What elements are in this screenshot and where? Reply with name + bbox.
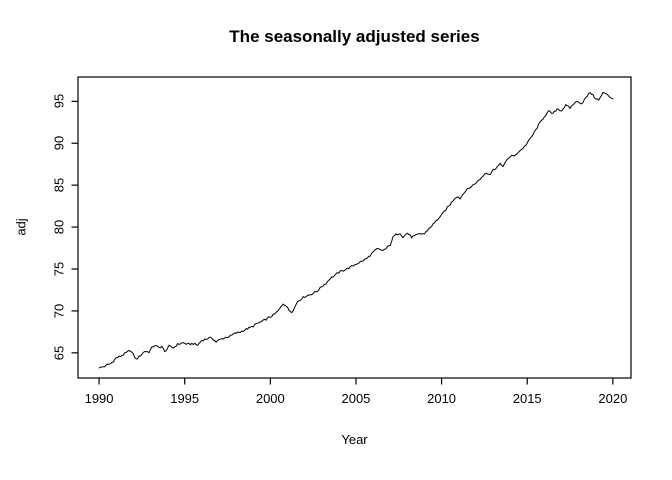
x-tick-label: 1995 xyxy=(170,391,200,406)
chart-title: The seasonally adjusted series xyxy=(229,27,480,46)
y-tick-label: 70 xyxy=(51,303,67,319)
y-tick-label: 75 xyxy=(51,261,67,277)
plot-box xyxy=(77,76,632,379)
y-tick-label: 95 xyxy=(51,94,67,109)
y-tick-label: 65 xyxy=(51,345,67,361)
y-tick-label: 90 xyxy=(51,136,67,151)
x-tick-label: 2015 xyxy=(512,391,542,406)
y-tick-label: 85 xyxy=(51,177,67,193)
x-tick-label: 1990 xyxy=(84,391,114,406)
x-tick-label: 2010 xyxy=(427,391,457,406)
adjusted-series-line xyxy=(98,92,614,369)
x-axis-label: Year xyxy=(341,432,368,447)
x-tick-label: 2020 xyxy=(598,391,628,406)
x-tick-label: 2005 xyxy=(341,391,371,406)
y-tick-label: 80 xyxy=(51,219,67,235)
y-axis-label: adj xyxy=(13,218,29,236)
x-tick-label: 2000 xyxy=(255,391,285,406)
